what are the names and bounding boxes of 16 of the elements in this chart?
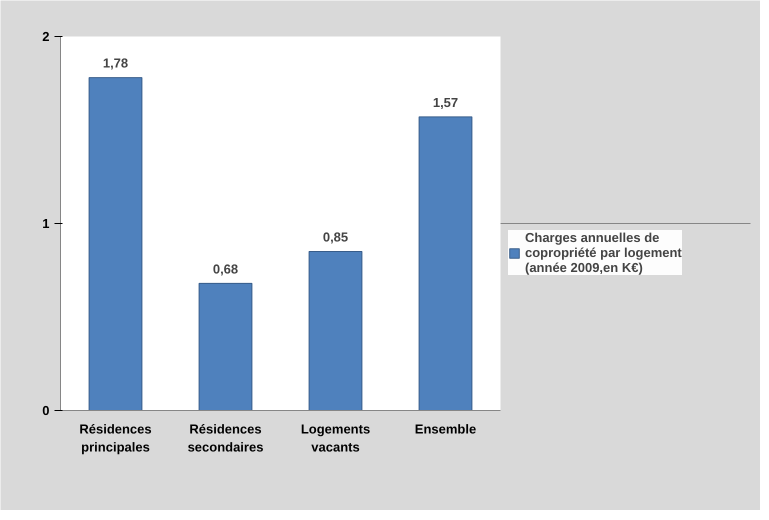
bar	[418, 116, 472, 410]
legend-label: Charges annuelles de copropriété par logement (année 2009,en K€)	[525, 230, 682, 275]
data-label: 0,68	[212, 261, 238, 276]
data-label: 0,85	[322, 230, 348, 245]
bar	[198, 282, 252, 410]
x-tick-label: Résidences secondaires	[188, 422, 264, 454]
data-label: 1,57	[432, 94, 458, 110]
data-label: 1,78	[102, 56, 128, 71]
bar	[308, 251, 362, 410]
y-tick-label: 2	[42, 29, 50, 44]
x-tick-label: Résidences principales	[79, 422, 152, 454]
x-tick-label: Logements vacants	[300, 422, 370, 454]
x-tick-label: Ensemble	[414, 422, 476, 436]
bar	[88, 77, 142, 410]
y-tick-label: 0	[42, 403, 50, 418]
y-tick-label: 1	[42, 216, 50, 231]
